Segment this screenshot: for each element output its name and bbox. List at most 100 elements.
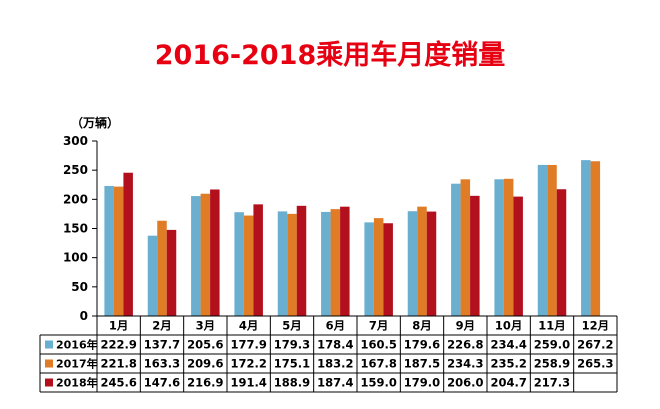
- bar-2017年-7月: [373, 218, 384, 316]
- table-cell-value: 234.3: [447, 357, 483, 371]
- y-tick-label: 300: [63, 134, 88, 148]
- table-cell-value: 179.3: [274, 338, 310, 352]
- legend-swatch-2018年: [45, 378, 53, 387]
- bar-2017年-11月: [547, 164, 557, 316]
- bar-2016年-1月: [104, 185, 114, 316]
- bar-2018年-9月: [470, 195, 480, 316]
- x-category-label: 9月: [456, 319, 476, 333]
- bar-2017年-12月: [590, 161, 601, 316]
- y-tick-label: 50: [71, 280, 88, 294]
- table-cell-value: 147.6: [144, 376, 180, 390]
- table-cell-value: 245.6: [100, 376, 136, 390]
- bar-2018年-2月: [166, 229, 177, 316]
- bar-2018年-4月: [253, 204, 263, 316]
- table-cell-value: 191.4: [230, 376, 266, 390]
- data-table: 1月 2月 3月 4月 5月 6月 7月 8月 9月 10月 11月 12月 2016年 222.9 137…: [39, 315, 618, 393]
- bar-2016年-3月: [191, 196, 201, 316]
- bar-2017年-1月: [113, 186, 124, 316]
- bar-2018年-3月: [210, 189, 220, 316]
- table-cell-value: 163.3: [144, 357, 180, 371]
- table-cell-value: 183.2: [317, 357, 353, 371]
- table-cell-value: 159.0: [360, 376, 396, 390]
- table-cell-value: 167.8: [360, 357, 396, 371]
- x-category-label: 5月: [282, 319, 302, 333]
- bar-2016年-9月: [451, 183, 461, 316]
- table-cell-value: 235.2: [490, 357, 526, 371]
- bar-2016年-4月: [234, 212, 244, 316]
- bar-2017年-10月: [503, 178, 514, 316]
- x-category-label: 1月: [109, 319, 129, 333]
- table-cell-value: 160.5: [360, 338, 396, 352]
- bar-2017年-3月: [200, 193, 211, 316]
- bar-2016年-2月: [147, 235, 158, 316]
- table-cell-value: 221.8: [100, 357, 136, 371]
- legend-label: 2018年: [56, 376, 98, 390]
- x-category-label: 6月: [326, 319, 346, 333]
- table-cell-value: 188.9: [274, 376, 310, 390]
- table-cell-value: 209.6: [187, 357, 223, 371]
- x-category-label: 7月: [369, 319, 389, 333]
- bar-2017年-8月: [417, 206, 427, 317]
- chart-title: 2016-2018乘用车月度销量: [155, 39, 506, 71]
- bar-2018年-5月: [296, 205, 307, 316]
- x-category-label: 2月: [152, 319, 172, 333]
- y-axis-unit-label: （万辆）: [71, 115, 119, 130]
- x-category-label: 8月: [412, 319, 432, 333]
- table-cell-value: 178.4: [317, 338, 353, 352]
- x-category-label: 3月: [196, 319, 216, 333]
- table-cell-value: 175.1: [274, 357, 310, 371]
- bar-2016年-8月: [407, 211, 418, 316]
- x-category-label: 12月: [582, 319, 610, 333]
- table-cell-value: 172.2: [230, 357, 266, 371]
- table-cell-value: 259.0: [534, 338, 570, 352]
- y-tick-label: 100: [63, 251, 88, 265]
- bar-2016年-5月: [277, 211, 288, 316]
- bar-2017年-9月: [460, 179, 471, 316]
- x-category-label: 4月: [239, 319, 259, 333]
- bar-2016年-12月: [581, 160, 591, 316]
- table-cell-value: 216.9: [187, 376, 223, 390]
- table-cell-value: 187.5: [404, 357, 440, 371]
- table-cell-value: 137.7: [144, 338, 180, 352]
- table-cell-value: 179.6: [404, 338, 440, 352]
- bar-2016年-11月: [537, 164, 548, 316]
- table-cell-value: 179.0: [404, 376, 440, 390]
- bar-2017年-5月: [287, 213, 297, 316]
- table-cell-value: 217.3: [534, 376, 570, 390]
- bar-2018年-8月: [426, 211, 437, 316]
- bar-2016年-10月: [494, 179, 504, 316]
- table-cell-value: 267.2: [577, 338, 613, 352]
- bar-2018年-10月: [513, 196, 523, 316]
- legend-label: 2016年: [56, 338, 98, 352]
- table-cell-value: 226.8: [447, 338, 483, 352]
- y-tick-label: 200: [63, 192, 88, 206]
- table-cell-value: 206.0: [447, 376, 483, 390]
- bar-2017年-4月: [243, 215, 254, 316]
- legend-label: 2017年: [56, 357, 98, 371]
- table-cell-value: 258.9: [534, 357, 570, 371]
- y-tick-label: 0: [80, 309, 88, 323]
- axis-layer: 0 50 100 150 200 250 300: [63, 134, 98, 323]
- bar-2017年-2月: [157, 220, 167, 316]
- bar-2017年-6月: [330, 209, 341, 316]
- table-cell-value: 205.6: [187, 338, 223, 352]
- bar-2018年-11月: [556, 189, 567, 316]
- y-tick-label: 250: [63, 163, 88, 177]
- bar-2016年-7月: [364, 222, 374, 317]
- legend-swatch-2016年: [45, 340, 53, 349]
- table-cell-value: 234.4: [490, 338, 526, 352]
- bar-2018年-7月: [383, 223, 393, 316]
- table-cell-value: 265.3: [577, 357, 613, 371]
- bar-2018年-1月: [123, 172, 133, 316]
- table-cell-value: 177.9: [230, 338, 266, 352]
- bar-2016年-6月: [321, 211, 331, 316]
- x-category-label: 11月: [538, 319, 566, 333]
- x-category-label: 10月: [495, 319, 523, 333]
- bar-2018年-6月: [340, 206, 350, 316]
- table-cell-value: 222.9: [100, 338, 136, 352]
- y-tick-label: 150: [63, 222, 88, 236]
- legend-swatch-2017年: [45, 359, 53, 368]
- table-cell-value: 204.7: [490, 376, 526, 390]
- bars-layer: [104, 160, 601, 317]
